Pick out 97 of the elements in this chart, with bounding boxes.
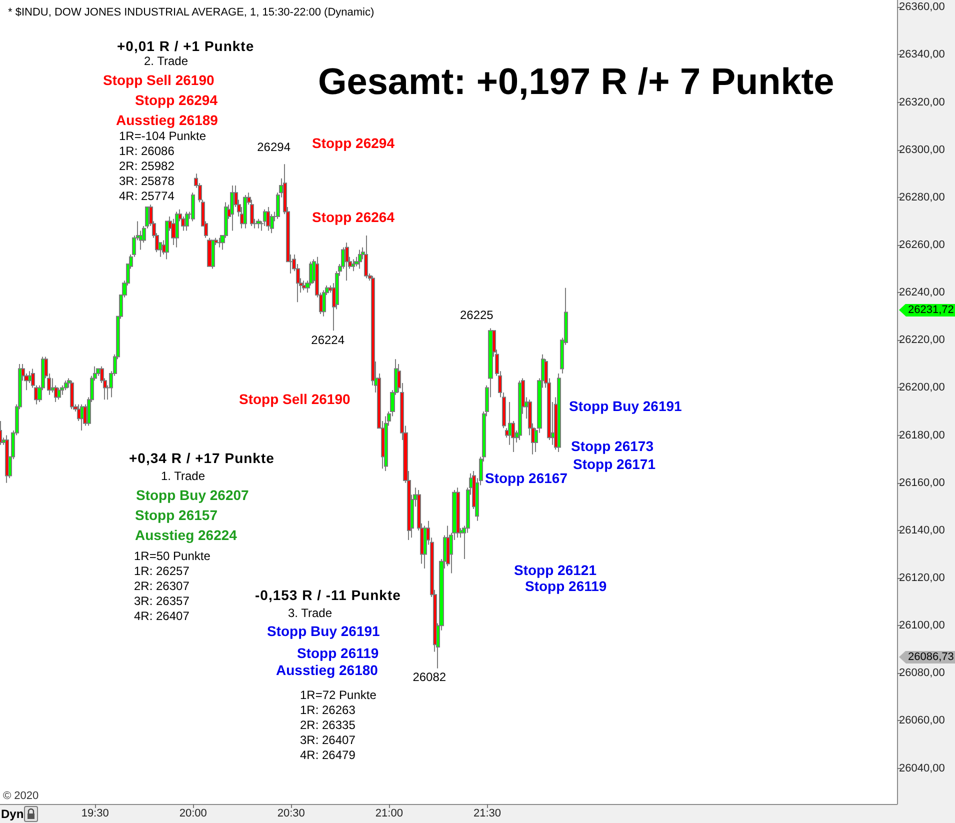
candlestick [456,487,460,538]
annotation: -0,153 R / -11 Punkte [255,586,401,604]
annotation: Stopp 26294 [135,92,218,108]
annotation: Stopp Sell 26190 [239,390,350,408]
annotation: 1R=-104 Punkte [119,129,206,143]
annotation: 1R=50 Punkte [134,549,210,563]
annotation: 26225 [460,308,494,322]
annotation: © 2020 [3,790,39,802]
annotation: Gesamt: +0,197 R /+ 7 Punkte [318,60,834,104]
candlestick [302,280,306,291]
candlestick [384,416,388,472]
text: * $INDU, DOW JONES INDUSTRIAL AVERAGE, 1, 15:30-22:00 (Dynamic) [8,6,374,18]
x-tick-label: 20:00 [179,808,207,820]
candlestick [364,234,368,279]
candlestick [70,380,74,410]
y-tick-label: 26340,00 [899,48,945,61]
candlestick [211,240,215,270]
candlestick [175,211,179,248]
x-tick-label: 21:00 [375,808,403,820]
candlestick [243,194,247,229]
candlestick [185,211,189,232]
candlestick [358,249,362,270]
annotation: Stopp 26157 [135,506,218,524]
x-tick-label: 19:30 [81,808,109,820]
annotation: 1R: 26263 [300,703,356,717]
x-tick-label: 21:30 [473,808,501,820]
candlestick [345,242,349,282]
annotation: Stopp Buy 26207 [136,486,249,504]
annotation: Stopp 26171 [573,456,656,472]
annotation: Ausstieg 26180 [276,662,378,678]
annotation: +0,34 R / +17 Punkte [129,450,274,466]
annotation: 3R: 25878 [119,174,174,188]
text: 26086,73 [899,650,955,664]
y-tick-label: 26160,00 [899,476,945,489]
y-tick-label: 26220,00 [899,334,945,346]
annotation: 3. Trade [288,606,332,620]
y-tick-label: 26360,00 [899,1,945,14]
candlestick [518,380,522,441]
y-tick-label: 26060,00 [899,714,945,727]
y-tick-label: 26140,00 [899,524,945,536]
y-tick-label: 26040,00 [899,762,945,774]
candlestick [423,525,427,570]
annotation: 1. Trade [161,469,206,483]
candlestick [64,380,68,391]
y-tick-label: 26080,00 [899,667,945,680]
annotation: Stopp 26173 [571,438,654,454]
annotation: 26082 [412,670,446,684]
y-tick-label: 26280,00 [899,191,945,204]
y-tick-label: 26180,00 [899,429,945,442]
annotation: Stopp 26264 [312,208,394,226]
annotation: Ausstieg 26189 [116,112,218,128]
annotation: Stopp 26167 [485,470,568,486]
text: 26231,72 [899,304,955,316]
annotation: 4R: 25774 [119,189,174,203]
candlestick [230,185,234,232]
annotation: 26294 [257,140,290,154]
candlestick [191,192,195,222]
y-tick-label: 26200,00 [899,382,945,394]
annotation: 2R: 25982 [119,159,174,173]
candlestick [217,237,221,248]
y-tick-label: 26260,00 [899,239,945,252]
annotation: 1R: 26257 [134,564,190,578]
y-tick-label: 26300,00 [899,144,945,156]
y-tick-label: 26120,00 [899,572,945,584]
annotation: 3R: 26407 [300,733,356,747]
annotation: +0,01 R / +1 Punkte [117,38,254,54]
annotation: 26224 [311,332,345,347]
annotation: 3R: 26357 [134,594,190,608]
candlestick [322,290,326,317]
candlestick [557,372,561,452]
x-tick-label: 20:30 [277,808,305,820]
annotation: Stopp 26294 [312,134,394,152]
annotation: Stopp 26121 [514,562,596,578]
candlestick [60,384,64,396]
annotation: Stopp 26119 [297,644,379,662]
candlestick [5,434,9,484]
candlestick [57,387,61,400]
candlestick [256,218,261,229]
annotation: 4R: 26407 [134,609,190,623]
text: Dyn [1,807,24,821]
y-tick-label: 26320,00 [899,96,945,108]
annotation: 2. Trade [144,54,188,68]
annotation: Ausstieg 26224 [135,526,237,544]
annotation: 1R=72 Punkte [300,688,376,702]
annotation: Stopp 26119 [525,578,607,594]
annotation: Stopp Buy 26191 [267,622,380,640]
y-tick-label: 26240,00 [899,286,945,299]
annotation: 1R: 26086 [119,144,174,158]
candlestick [266,206,270,232]
candlestick [165,220,169,260]
annotation: Stopp Buy 26191 [569,398,682,414]
candlestick [351,258,355,272]
annotation: 4R: 26479 [300,748,356,762]
annotation: Stopp Sell 26190 [103,72,214,88]
annotation: 2R: 26307 [134,579,190,593]
annotation: 2R: 26335 [300,718,356,732]
y-tick-label: 26100,00 [899,620,945,632]
